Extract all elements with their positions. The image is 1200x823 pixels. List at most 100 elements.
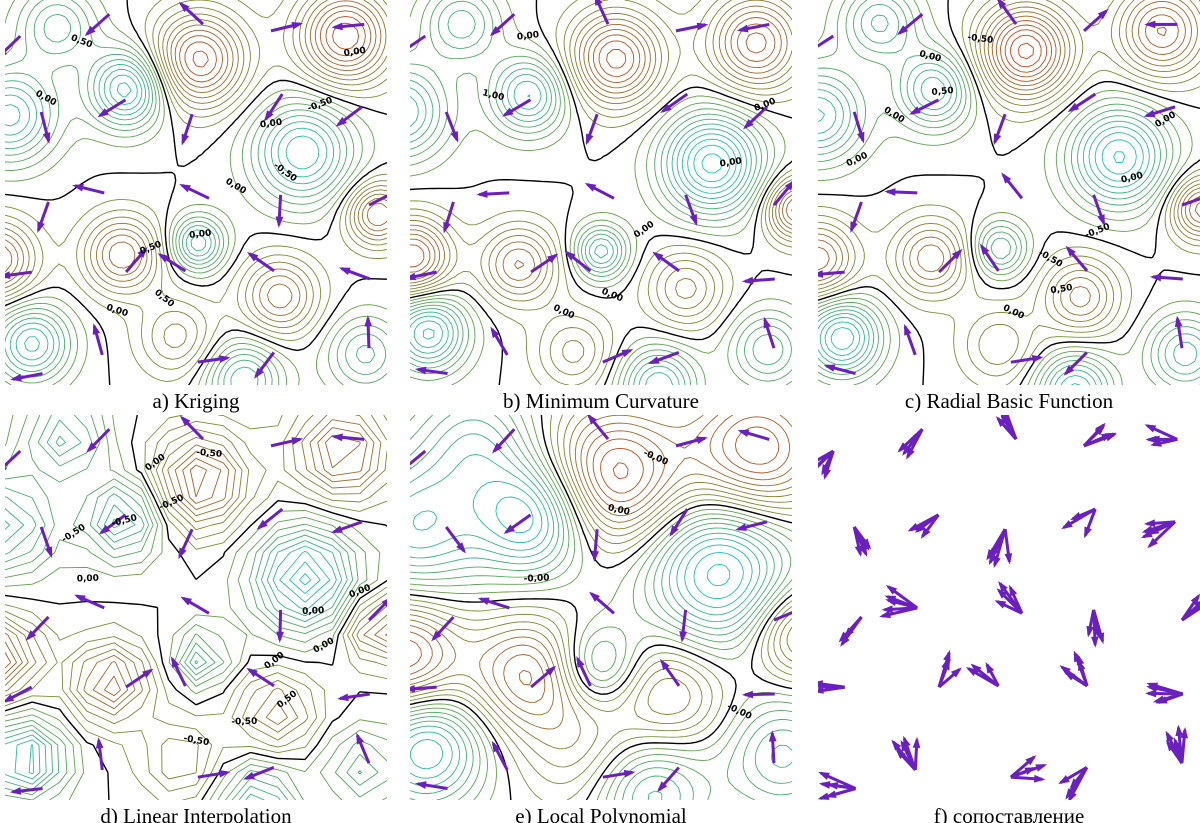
arrow-head [621, 349, 634, 358]
arrow-head [854, 545, 863, 558]
arrow-shaft [818, 449, 835, 462]
contour-line [410, 80, 747, 385]
contour-line [184, 15, 366, 77]
contour-line [410, 415, 792, 750]
arrow-head [44, 546, 53, 559]
arrow-head [256, 519, 268, 530]
arrow-head [998, 580, 1008, 593]
arrow-head [450, 130, 459, 143]
arrow-head [171, 656, 180, 668]
contour-line [410, 415, 792, 785]
contour-line [606, 48, 627, 69]
arrow-head [84, 25, 96, 37]
arrow-head [1095, 422, 1106, 434]
arrow-shaft [5, 449, 22, 468]
arrow-head [818, 270, 824, 278]
arrow-head [5, 271, 11, 279]
arrow-head [330, 525, 343, 533]
contour-line [495, 496, 744, 600]
arrow-head [993, 133, 1002, 146]
contour-line [410, 11, 792, 281]
arrow-head [1144, 424, 1157, 433]
arrow-head [689, 214, 698, 226]
arrow-head [1031, 354, 1044, 363]
contour-line [179, 10, 372, 83]
arrow-head [410, 684, 416, 693]
arrow-head [800, 461, 812, 470]
arrow-head [885, 598, 897, 606]
contour-label: 0,00 [312, 636, 336, 655]
contour-label: 0,00 [1001, 303, 1025, 322]
contour-label: 0,50 [1050, 283, 1073, 296]
arrow-head [338, 267, 351, 276]
arrow-head [42, 132, 51, 144]
contour-line [5, 435, 343, 800]
arrow-head [410, 466, 411, 469]
panel-caption: e) Local Polynomial [515, 804, 687, 823]
contour-line [5, 0, 387, 360]
arrow-head [157, 253, 170, 263]
contour-line [5, 415, 387, 800]
arrow-head [92, 323, 101, 335]
arrow-head [179, 184, 191, 193]
arrow-head [179, 415, 191, 427]
contour-line [410, 0, 792, 376]
arrow-head [1084, 526, 1092, 539]
arrow-head [1173, 737, 1182, 750]
contour-line [410, 10, 784, 385]
contour-line [1000, 24, 1167, 78]
arrow-head [476, 190, 488, 198]
panel-caption: a) Kriging [153, 389, 240, 413]
contour-line [818, 0, 1200, 385]
contour-line [818, 0, 1200, 385]
arrow-head [907, 522, 920, 532]
arrow-head [840, 635, 850, 647]
arrow-head [951, 248, 963, 260]
arrow-head [881, 605, 893, 614]
contour-label: 0,00 [1120, 171, 1144, 186]
arrow-head [490, 326, 500, 339]
contour-line [410, 416, 790, 686]
arrow-head [1096, 632, 1105, 645]
contour-label: 0,00 [516, 30, 539, 43]
arrow-head [1067, 102, 1080, 113]
arrow-head [891, 739, 902, 751]
arrow-head [669, 525, 679, 537]
contour-line [693, 144, 731, 183]
contour-line [5, 427, 387, 703]
arrow-shaft [773, 610, 792, 622]
arrow-head [1144, 20, 1156, 29]
contour-line [5, 13, 376, 385]
arrow-head [737, 429, 750, 438]
contour-line [116, 82, 132, 98]
arrow-head [1147, 537, 1158, 549]
arrow-head [818, 771, 830, 780]
contour-line [5, 63, 335, 385]
arrow-head [547, 253, 559, 263]
arrow-head [1076, 653, 1085, 666]
contour-label: -0,50 [111, 513, 139, 529]
arrow-head [806, 467, 817, 478]
contour-label: -0,50 [306, 96, 334, 114]
arrow-head [10, 373, 22, 382]
contour-line [818, 0, 1200, 385]
contour-line [410, 481, 753, 770]
contour-line [818, 0, 1200, 366]
contour-line [410, 5, 792, 299]
arrow-shaft [1181, 606, 1200, 622]
arrow-head [98, 524, 111, 535]
arrow-head [909, 106, 921, 115]
contour-label: 0,50 [152, 288, 176, 310]
arrow-head [86, 442, 97, 453]
contour-label: 0,00 [105, 303, 129, 319]
arrow-head [823, 364, 836, 372]
contour-line [5, 0, 387, 385]
contour-line [5, 419, 387, 725]
arrow-head [902, 444, 912, 456]
arrow-shaft [1181, 197, 1200, 207]
contour-label: 0,00 [719, 156, 742, 169]
arrow-head [736, 24, 749, 33]
contour-label: 0,00 [343, 46, 366, 59]
arrow-head [180, 596, 193, 606]
arrow-head [784, 181, 792, 191]
